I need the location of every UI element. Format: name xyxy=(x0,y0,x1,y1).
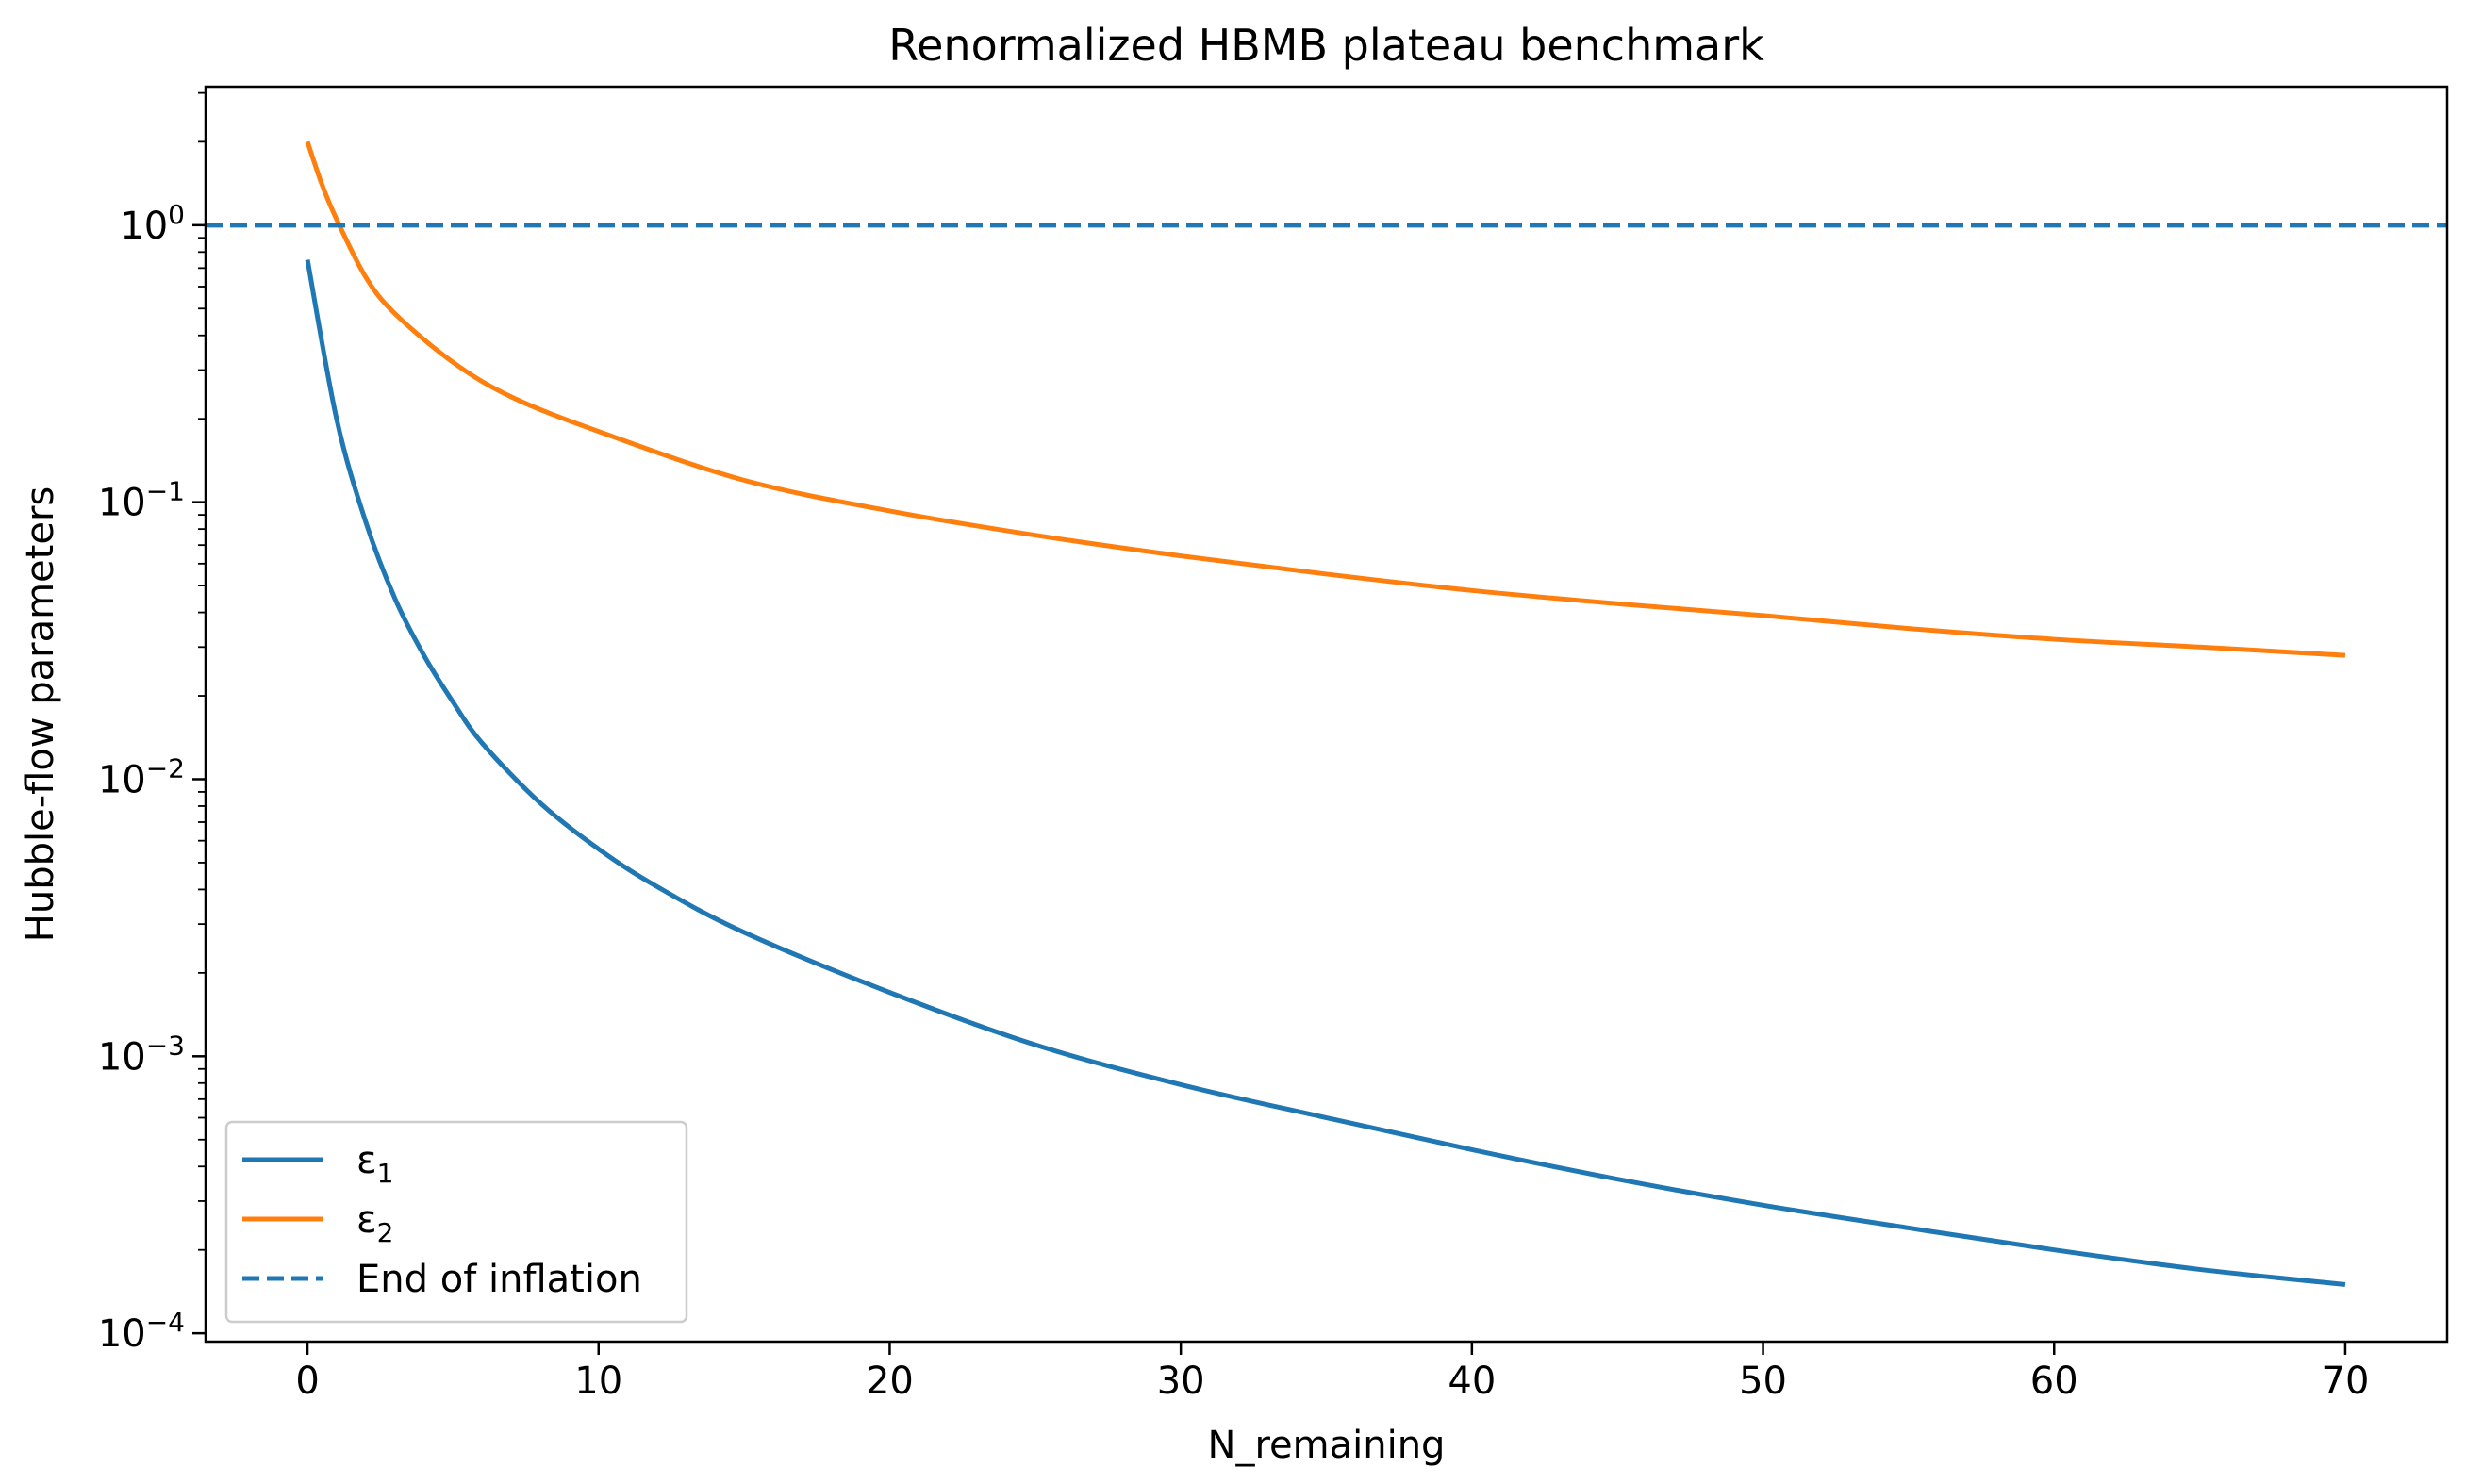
plot-frame xyxy=(204,85,2449,1344)
x-tick-label: 0 xyxy=(295,1360,319,1403)
series-line-2 xyxy=(305,140,2346,658)
y-tick-label: 10−3 xyxy=(98,1030,185,1079)
x-tick-label: 20 xyxy=(866,1360,914,1403)
series-line-1 xyxy=(305,259,2346,1287)
y-axis-label: Hubble-flow parameters xyxy=(19,486,62,942)
legend-label-3: End of inflation xyxy=(356,1258,642,1301)
series-layer xyxy=(206,140,2447,1287)
x-tick-label: 30 xyxy=(1157,1360,1205,1403)
x-tick-label: 40 xyxy=(1448,1360,1496,1403)
ticks-layer: 0 10 20 30 40 50 60 70 100 10−1 10−2 10−3 10−4 xyxy=(98,91,2370,1403)
chart-title: Renormalized HBMB plateau benchmark xyxy=(888,20,1764,71)
y-tick-label: 10−2 xyxy=(98,752,185,801)
legend-box xyxy=(224,1120,688,1324)
x-tick-label: 60 xyxy=(2030,1360,2078,1403)
x-tick-label: 50 xyxy=(1739,1360,1787,1403)
y-tick-label: 10−4 xyxy=(98,1307,185,1356)
x-tick-label: 10 xyxy=(574,1360,622,1403)
x-tick-label: 70 xyxy=(2322,1360,2370,1403)
y-tick-label: 10−1 xyxy=(98,476,185,525)
x-axis-label: N_remaining xyxy=(1208,1424,1446,1467)
y-tick-label: 100 xyxy=(120,199,185,248)
